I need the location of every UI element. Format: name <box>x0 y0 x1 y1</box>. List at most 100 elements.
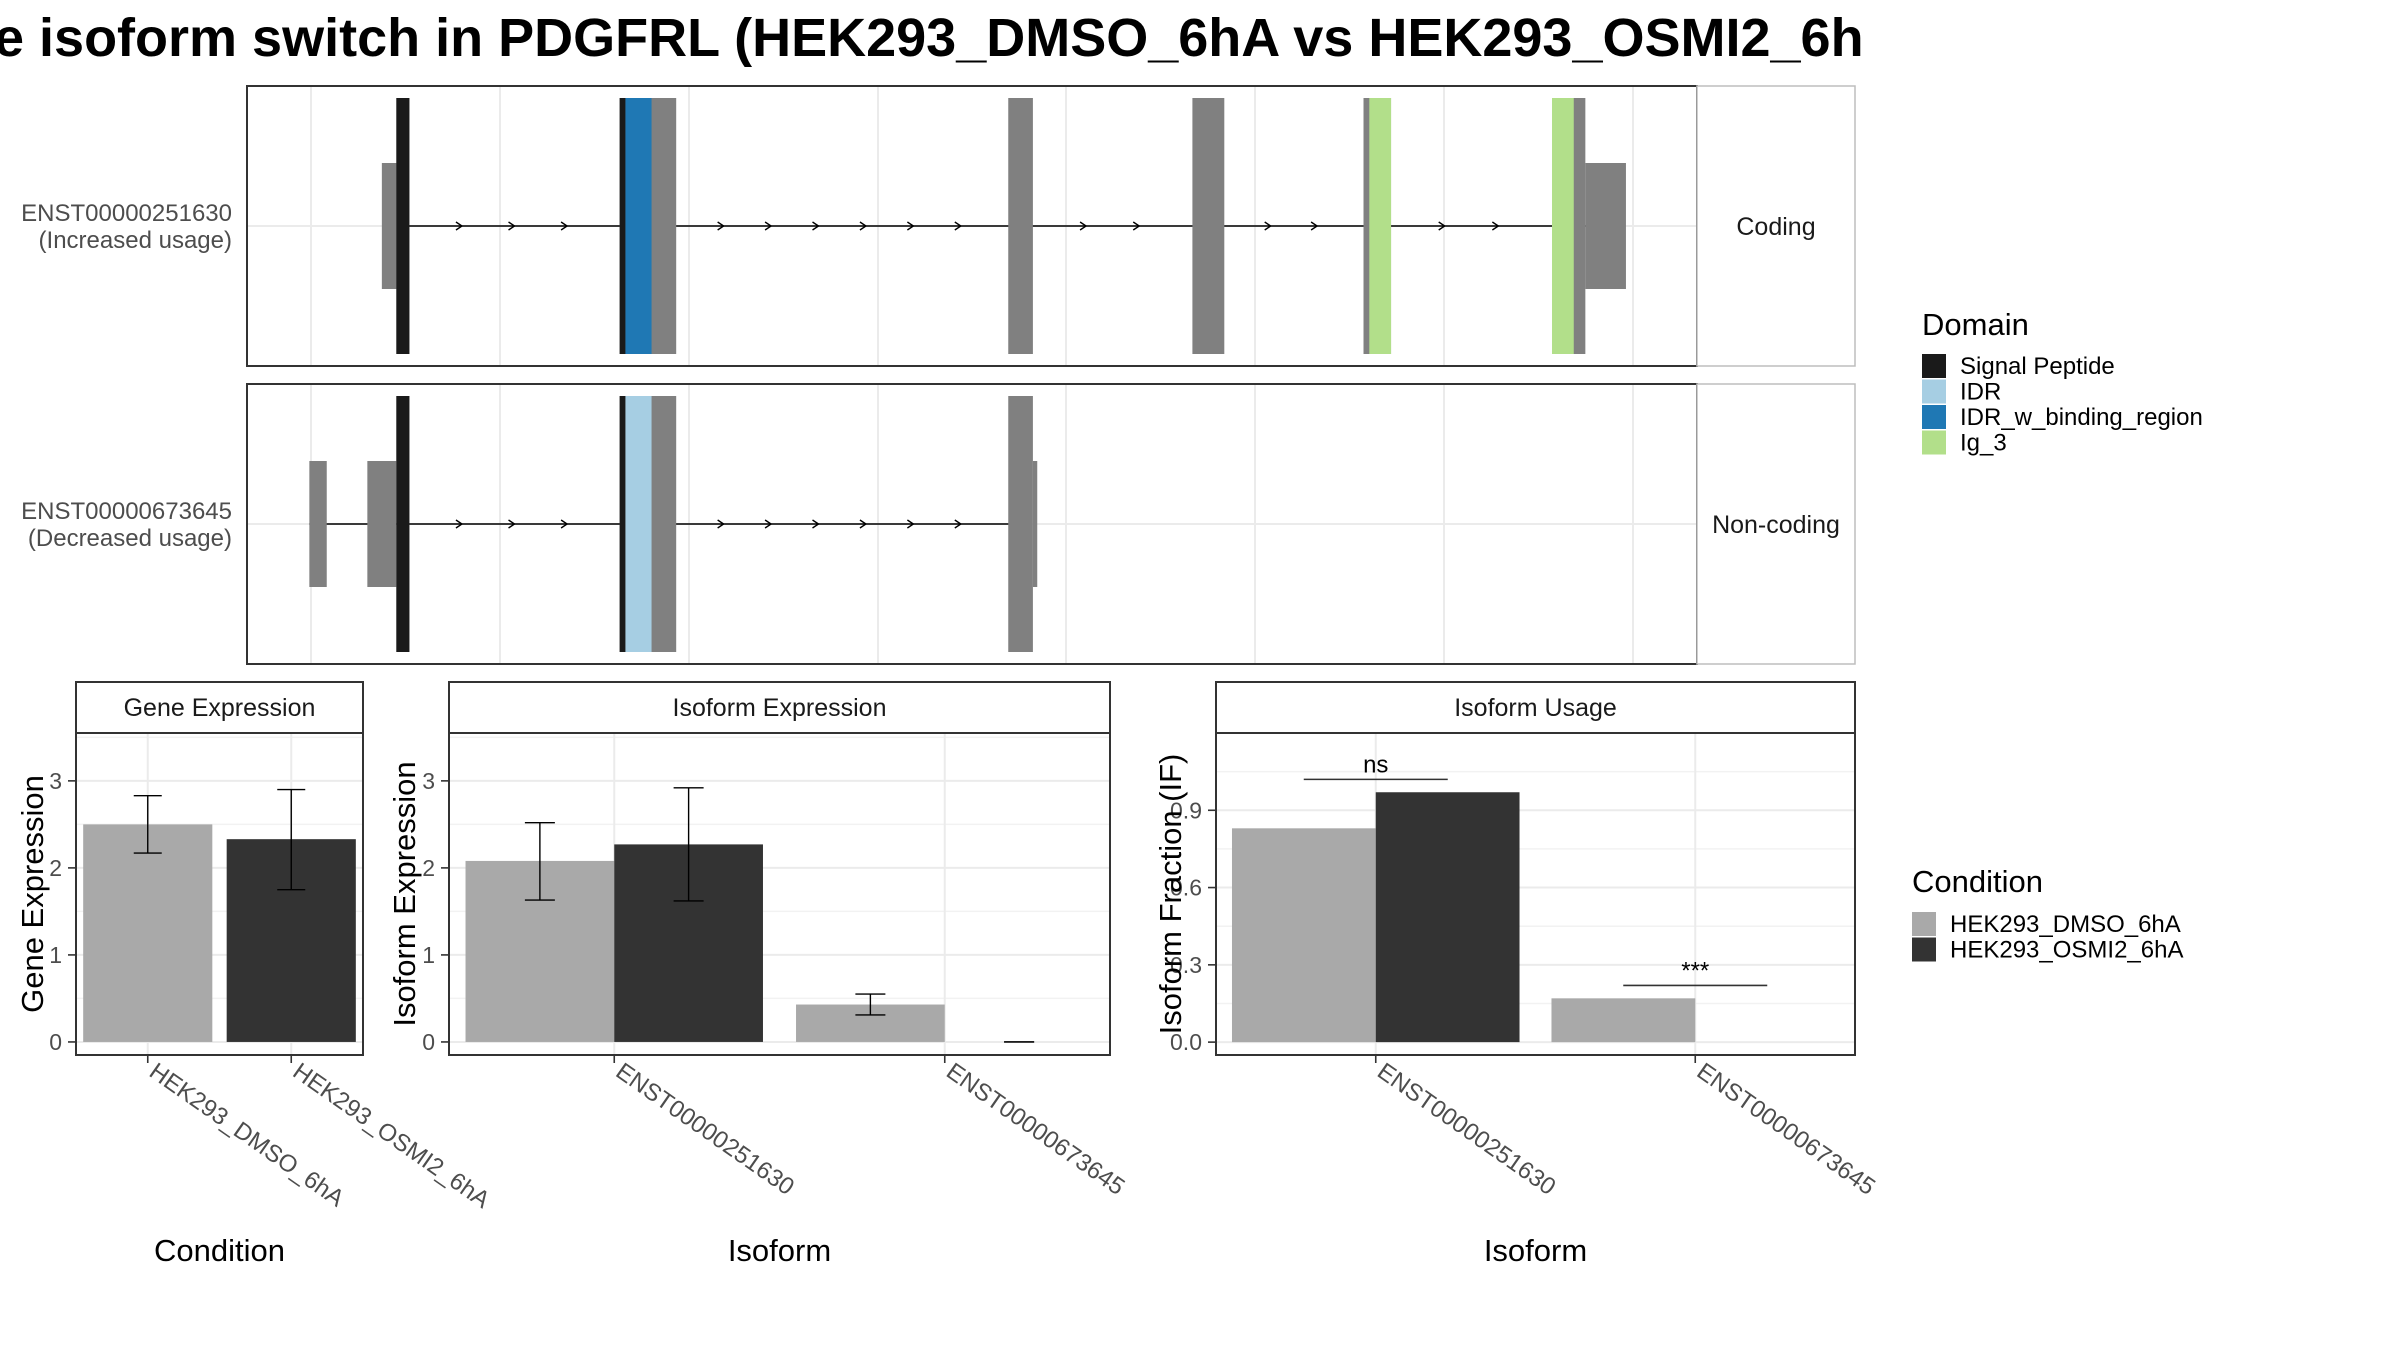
direction-arrow <box>1132 221 1141 231</box>
track-strip <box>1696 85 1856 367</box>
direction-arrow <box>455 221 464 231</box>
domain-legend-label: IDR_w_binding_region <box>1960 404 2203 431</box>
domain-legend-label: Ig_3 <box>1960 430 2007 457</box>
x-tick-label: ENST00000673645 <box>941 1058 1129 1201</box>
domain-legend-title: Domain <box>1922 307 2029 342</box>
condition-legend-label: HEK293_OSMI2_6hA <box>1950 937 2183 964</box>
direction-arrow <box>717 221 725 231</box>
domain-legend-swatch <box>1922 430 1946 455</box>
bar-hek293_dmso_6ha <box>1231 828 1376 1043</box>
y-axis-label: Gene Expression <box>15 775 50 1013</box>
coding-exon <box>1192 98 1225 354</box>
direction-arrow <box>906 519 915 529</box>
direction-arrow <box>1491 221 1500 231</box>
y-axis-label: Isoform Fraction (IF) <box>1153 754 1188 1035</box>
y-tick-label: 0 <box>422 1029 435 1055</box>
condition-legend-label: HEK293_DMSO_6hA <box>1950 911 2181 938</box>
bar-hek293_dmso_6ha <box>83 824 213 1042</box>
y-tick-label: 0.0 <box>1170 1029 1202 1055</box>
panel-strip <box>448 681 1111 734</box>
direction-arrow <box>764 519 773 529</box>
domain-legend: Domain Signal PeptideIDRIDR_w_binding_reg… <box>1922 307 2203 457</box>
direction-arrow <box>764 221 773 231</box>
y-tick-label: 0.9 <box>1170 797 1202 823</box>
transcript-structure-plot: Coding ENST00000251630(Increased usage) No… <box>21 85 1856 665</box>
y-tick-label: 0.3 <box>1170 952 1202 978</box>
domain-idr <box>625 396 652 652</box>
panel-title: Isoform Expression <box>673 694 887 722</box>
legends: Domain Signal PeptideIDRIDR_w_binding_reg… <box>1912 307 2203 964</box>
x-tick-label: ENST00000251630 <box>1372 1058 1560 1201</box>
track-strip-label: Coding <box>1736 213 1815 241</box>
panel-isoform-usage: ns *** Isoform Usage 0.0 0.3 0.6 0.9 ENST000002… <box>1153 681 1880 1268</box>
transcript-usage-label: (Decreased usage) <box>28 525 232 552</box>
y-tick-label: 2 <box>422 855 435 881</box>
direction-arrow <box>1079 221 1088 231</box>
direction-arrow <box>508 221 516 231</box>
direction-arrow <box>812 519 820 529</box>
condition-legend-swatch <box>1912 912 1936 936</box>
domain-legend-swatch <box>1922 354 1946 378</box>
figure-title: e isoform switch in PDGFRL (HEK293_DMSO_… <box>0 8 1864 68</box>
significance-label: *** <box>1681 957 1709 984</box>
coding-exon <box>1008 396 1033 652</box>
x-axis-label: Isoform <box>1484 1233 1587 1268</box>
y-tick-label: 0.6 <box>1170 875 1202 901</box>
domain-legend-label: Signal Peptide <box>1960 353 2115 380</box>
direction-arrow <box>508 519 516 529</box>
domain-idr-w-binding-region <box>625 98 652 354</box>
transcript-usage-label: (Increased usage) <box>39 227 232 254</box>
x-axis-label: Isoform <box>728 1233 831 1268</box>
direction-arrow <box>560 519 569 529</box>
x-axis-label: Condition <box>154 1233 285 1268</box>
bar-hek293_osmi2_6ha <box>1375 792 1520 1043</box>
direction-arrow <box>455 519 464 529</box>
direction-arrow <box>717 519 725 529</box>
utr-exon <box>367 461 397 587</box>
domain-legend-swatch <box>1922 379 1946 404</box>
domain-ig-3 <box>1369 98 1392 354</box>
direction-arrow <box>1438 221 1446 231</box>
transcript-id-label: ENST00000251630 <box>21 200 232 227</box>
significance-label: ns <box>1363 751 1388 778</box>
direction-arrow <box>954 221 963 231</box>
direction-arrow <box>859 519 868 529</box>
panel-title: Gene Expression <box>124 694 316 722</box>
transcript-track-ENST00000251630: Coding ENST00000251630(Increased usage) <box>21 85 1856 367</box>
utr-exon <box>309 461 327 587</box>
y-axis-label: Isoform Expression <box>387 761 422 1026</box>
y-tick-label: 1 <box>49 942 62 968</box>
x-tick-label: ENST00000251630 <box>611 1058 799 1201</box>
direction-arrow <box>1264 221 1272 231</box>
track-strip <box>1696 383 1856 665</box>
panel-title: Isoform Usage <box>1454 694 1617 722</box>
direction-arrow <box>906 221 915 231</box>
domain-ig-3 <box>1552 98 1574 354</box>
domain-signal-peptide <box>619 396 626 652</box>
domain-legend-label: IDR <box>1960 379 2001 406</box>
transcript-id-label: ENST00000673645 <box>21 498 232 525</box>
domain-signal-peptide <box>396 396 410 652</box>
panel-strip <box>75 681 364 734</box>
direction-arrow <box>1310 221 1319 231</box>
y-tick-label: 3 <box>422 768 435 794</box>
bar-hek293_dmso_6ha <box>1551 998 1696 1043</box>
x-tick-label: ENST00000673645 <box>1692 1058 1880 1201</box>
panel-gene-expression: Gene Expression0123HEK293_DMSO_6hAHEK293… <box>15 681 495 1268</box>
domain-signal-peptide <box>619 98 626 354</box>
domain-legend-swatch <box>1922 405 1946 429</box>
direction-arrow <box>859 221 868 231</box>
bar-chart-panels: Gene Expression0123HEK293_DMSO_6hAHEK293… <box>15 681 1880 1268</box>
condition-legend-title: Condition <box>1912 864 2043 899</box>
y-tick-label: 2 <box>49 855 62 881</box>
utr-exon <box>1585 163 1626 289</box>
direction-arrow <box>560 221 569 231</box>
y-tick-label: 3 <box>49 768 62 794</box>
panel-strip <box>1215 681 1856 734</box>
track-strip-label: Non-coding <box>1712 511 1840 539</box>
y-tick-label: 0 <box>49 1029 62 1055</box>
direction-arrow <box>954 519 963 529</box>
